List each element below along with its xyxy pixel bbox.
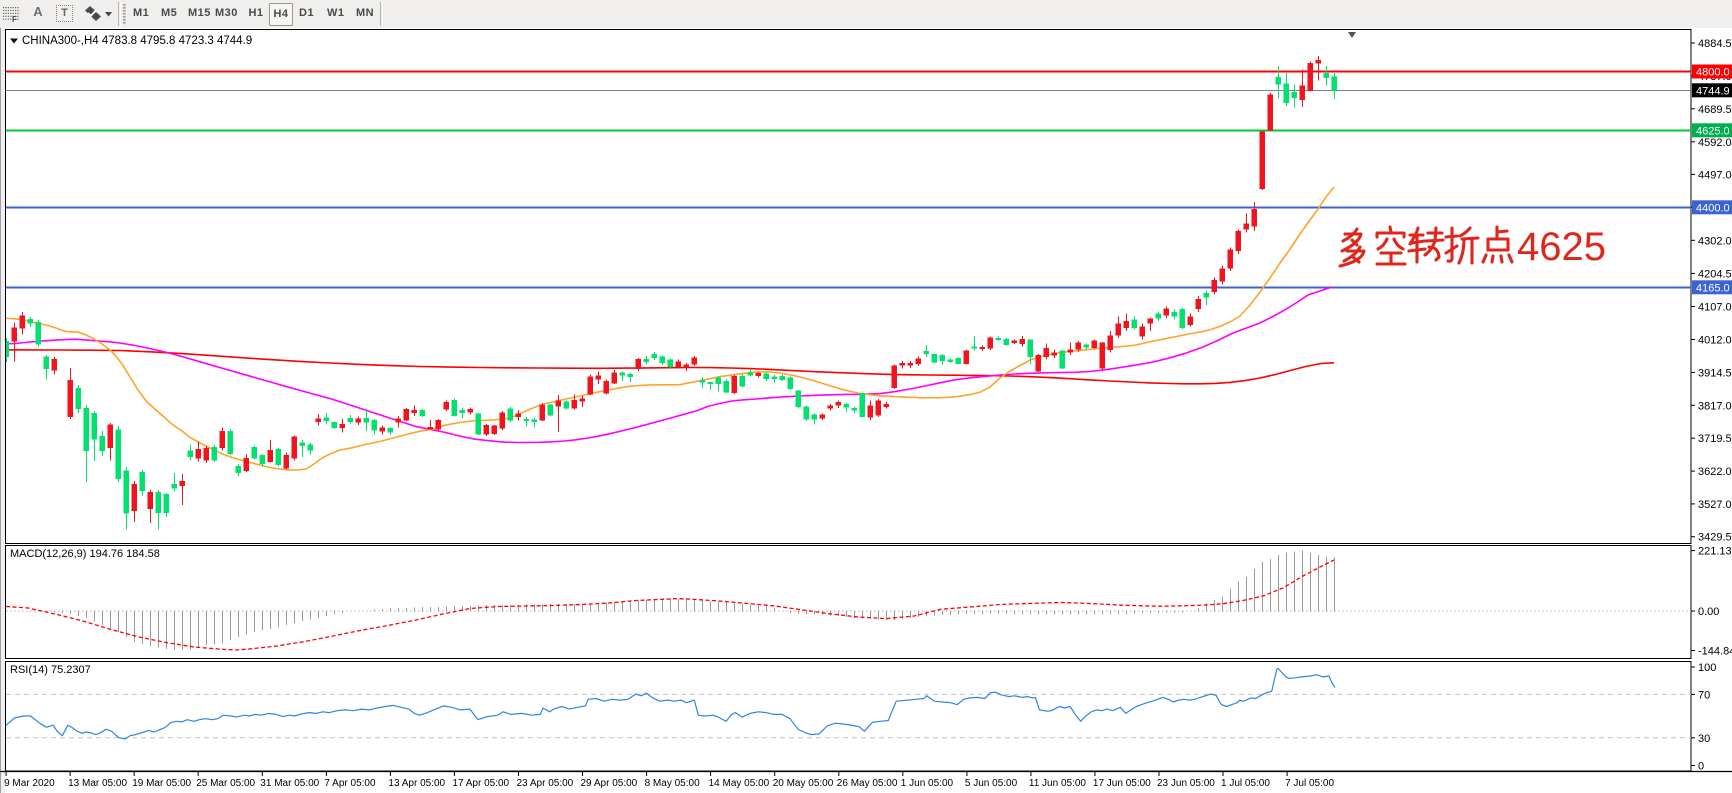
- svg-text:4592.0: 4592.0: [1698, 137, 1732, 149]
- svg-text:3527.0: 3527.0: [1698, 499, 1732, 511]
- svg-text:23 Jun 05:00: 23 Jun 05:00: [1157, 778, 1215, 789]
- svg-text:0: 0: [1698, 761, 1704, 773]
- svg-text:F: F: [12, 15, 17, 24]
- svg-text:31 Mar 05:00: 31 Mar 05:00: [260, 778, 319, 789]
- svg-text:4204.5: 4204.5: [1698, 268, 1732, 280]
- svg-text:-144.84: -144.84: [1698, 646, 1732, 658]
- svg-text:17 Jun 05:00: 17 Jun 05:00: [1093, 778, 1151, 789]
- svg-text:20 May 05:00: 20 May 05:00: [773, 778, 834, 789]
- svg-text:4625.0: 4625.0: [1696, 125, 1730, 137]
- svg-text:1 Jun 05:00: 1 Jun 05:00: [901, 778, 954, 789]
- svg-text:CHINA300-,H4 4783.8 4795.8 47: CHINA300-,H4 4783.8 4795.8 4723.3 4744.9: [22, 35, 252, 47]
- svg-text:4302.0: 4302.0: [1698, 235, 1732, 247]
- svg-text:4625: 4625: [1517, 225, 1606, 269]
- svg-text:29 Apr 05:00: 29 Apr 05:00: [581, 778, 638, 789]
- svg-text:13 Apr 05:00: 13 Apr 05:00: [388, 778, 445, 789]
- svg-text:3429.5: 3429.5: [1698, 532, 1732, 544]
- svg-text:3622.0: 3622.0: [1698, 466, 1732, 478]
- svg-text:70: 70: [1698, 689, 1710, 701]
- svg-text:1 Jul 05:00: 1 Jul 05:00: [1221, 778, 1270, 789]
- svg-text:MACD(12,26,9) 194.76 184.58: MACD(12,26,9) 194.76 184.58: [10, 548, 160, 560]
- svg-text:7 Jul 05:00: 7 Jul 05:00: [1285, 778, 1334, 789]
- svg-text:9 Mar 2020: 9 Mar 2020: [4, 778, 55, 789]
- svg-text:19 Mar 05:00: 19 Mar 05:00: [132, 778, 191, 789]
- svg-text:100: 100: [1698, 662, 1716, 674]
- svg-text:8 May 05:00: 8 May 05:00: [645, 778, 700, 789]
- svg-text:5 Jun 05:00: 5 Jun 05:00: [965, 778, 1018, 789]
- svg-text:0.00: 0.00: [1698, 606, 1719, 618]
- svg-text:4744.9: 4744.9: [1696, 85, 1730, 97]
- svg-text:14 May 05:00: 14 May 05:00: [709, 778, 770, 789]
- svg-text:221.13: 221.13: [1698, 546, 1732, 558]
- svg-text:13 Mar 05:00: 13 Mar 05:00: [68, 778, 127, 789]
- svg-text:4884.5: 4884.5: [1698, 38, 1732, 50]
- svg-text:30: 30: [1698, 733, 1710, 745]
- svg-text:11 Jun 05:00: 11 Jun 05:00: [1029, 778, 1087, 789]
- svg-text:3719.5: 3719.5: [1698, 433, 1732, 445]
- svg-text:4800.0: 4800.0: [1696, 67, 1730, 79]
- svg-text:4689.5: 4689.5: [1698, 104, 1732, 116]
- svg-text:4012.0: 4012.0: [1698, 335, 1732, 347]
- svg-text:25 Mar 05:00: 25 Mar 05:00: [196, 778, 255, 789]
- svg-text:RSI(14) 75.2307: RSI(14) 75.2307: [10, 664, 91, 676]
- svg-text:23 Apr 05:00: 23 Apr 05:00: [517, 778, 574, 789]
- svg-text:3817.0: 3817.0: [1698, 400, 1732, 412]
- svg-text:4107.0: 4107.0: [1698, 302, 1732, 314]
- svg-text:3914.5: 3914.5: [1698, 367, 1732, 379]
- svg-text:7 Apr 05:00: 7 Apr 05:00: [324, 778, 376, 789]
- svg-text:26 May 05:00: 26 May 05:00: [837, 778, 898, 789]
- svg-text:4165.0: 4165.0: [1696, 282, 1730, 294]
- svg-text:4400.0: 4400.0: [1696, 202, 1730, 214]
- svg-text:17 Apr 05:00: 17 Apr 05:00: [452, 778, 509, 789]
- svg-text:4497.0: 4497.0: [1698, 169, 1732, 181]
